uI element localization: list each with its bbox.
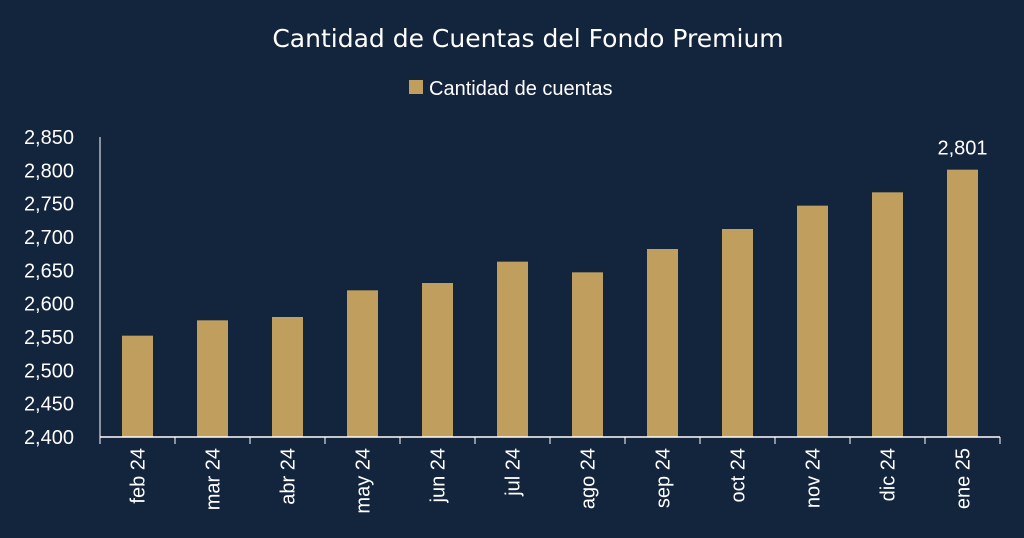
- x-tick-label: feb 24: [128, 448, 150, 504]
- x-tick-label: oct 24: [728, 448, 750, 502]
- bar: [947, 169, 978, 437]
- x-axis-labels: feb 24 mar 24 abr 24 may 24 jun 24 jul 24 ago …: [128, 448, 975, 514]
- x-tick-label: nov 24: [803, 448, 825, 508]
- y-tick-label: 2,750: [24, 194, 74, 216]
- chart-title: Cantidad de Cuentas del Fondo Premium: [272, 24, 783, 53]
- data-labels-group: 2,801: [937, 138, 987, 160]
- y-tick-label: 2,600: [24, 294, 74, 316]
- x-tick-label: jun 24: [428, 448, 450, 504]
- y-axis: 2,400 2,450 2,500 2,550 2,600 2,650 2,700 2,750…: [24, 127, 101, 449]
- bar: [872, 192, 903, 437]
- y-tick-label: 2,850: [24, 127, 74, 149]
- bar: [497, 261, 528, 437]
- x-tick-label: mar 24: [203, 448, 225, 510]
- y-tick-label: 2,550: [24, 327, 74, 349]
- x-tick-marks: [99, 437, 1001, 444]
- x-tick-label: sep 24: [653, 448, 675, 508]
- x-tick-label: may 24: [353, 448, 375, 514]
- legend-label: Cantidad de cuentas: [429, 78, 612, 100]
- bar: [347, 290, 378, 437]
- bar: [197, 320, 228, 437]
- x-tick-label: abr 24: [278, 448, 300, 505]
- bar: [122, 335, 153, 437]
- legend-swatch: [409, 80, 423, 94]
- bar: [572, 272, 603, 437]
- y-tick-label: 2,800: [24, 160, 74, 182]
- x-tick-label: ene 25: [953, 448, 975, 509]
- x-tick-label: dic 24: [878, 448, 900, 501]
- bar: [422, 283, 453, 437]
- y-tick-label: 2,650: [24, 260, 74, 282]
- bars-group: [122, 169, 978, 437]
- data-label: 2,801: [937, 138, 987, 160]
- y-tick-label: 2,700: [24, 227, 74, 249]
- x-tick-label: jul 24: [503, 448, 525, 497]
- bar: [272, 317, 303, 437]
- bar: [722, 229, 753, 437]
- y-tick-label: 2,500: [24, 360, 74, 382]
- y-tick-label: 2,450: [24, 394, 74, 416]
- y-tick-label: 2,400: [24, 427, 74, 449]
- legend: Cantidad de cuentas: [409, 78, 612, 100]
- bar: [797, 205, 828, 437]
- x-tick-label: ago 24: [578, 448, 600, 509]
- bar: [647, 249, 678, 437]
